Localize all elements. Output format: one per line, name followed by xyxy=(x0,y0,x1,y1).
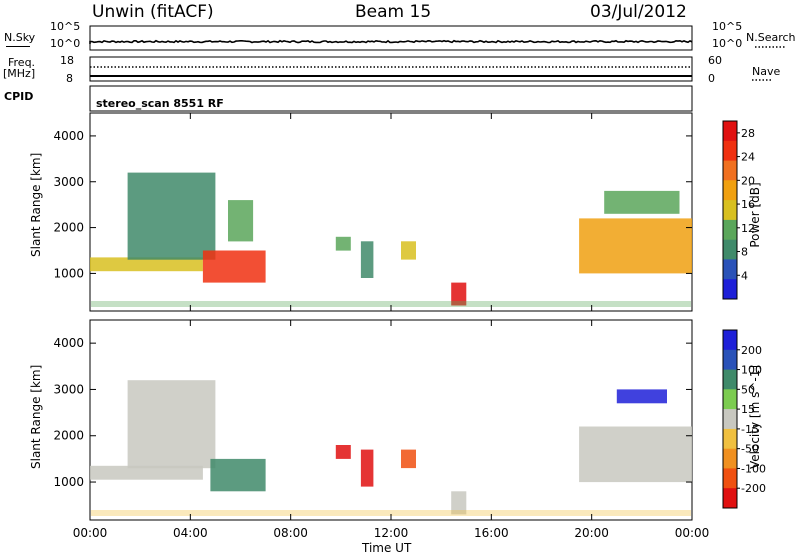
velocity-colorbar-seg-6 xyxy=(723,448,737,469)
noise-right-label: N.Search xyxy=(746,31,796,44)
power-region-0 xyxy=(90,257,203,272)
cpid-label: CPID xyxy=(4,90,34,103)
freq-tick-top-right: 60 xyxy=(708,54,722,67)
power-cbtick-label-6: 28 xyxy=(741,127,755,140)
power-region-9 xyxy=(604,190,680,214)
velocity-colorbar-frame xyxy=(722,329,738,509)
power-ytick-label-3: 4000 xyxy=(53,129,84,143)
velocity-cbtick-label-5: -50 xyxy=(741,443,759,456)
velocity-region-8 xyxy=(616,389,667,404)
time-xlabel: Time UT xyxy=(362,541,412,555)
xtick-label-1: 04:00 xyxy=(173,526,208,540)
freq-tick-top-left: 18 xyxy=(60,54,74,67)
velocity-cbtick-label-0: 200 xyxy=(741,344,762,357)
freq-panel-frame xyxy=(89,56,693,82)
freq-tick-bottom-left: 8 xyxy=(66,72,73,85)
noise-tick-top-right: 10^5 xyxy=(712,20,743,33)
date-title: 03/Jul/2012 xyxy=(590,2,687,22)
velocity-cbtick-label-7: -200 xyxy=(741,482,766,495)
power-region-6 xyxy=(401,241,416,260)
velocity-ytick-label-0: 1000 xyxy=(53,475,84,489)
velocity-region-3 xyxy=(335,445,351,459)
velocity-near-range-band xyxy=(91,510,691,516)
velocity-region-6 xyxy=(451,491,467,515)
xtick-label-4: 16:00 xyxy=(474,526,509,540)
power-cbtick-label-4: 20 xyxy=(741,174,755,187)
velocity-region-2 xyxy=(210,458,266,492)
velocity-colorbar-seg-1 xyxy=(723,349,737,371)
velocity-region-1 xyxy=(127,380,216,469)
power-region-8 xyxy=(579,218,692,274)
velocity-colorbar-seg-3 xyxy=(723,389,737,410)
velocity-colorbar-seg-4 xyxy=(723,409,737,430)
xtick-label-6: 00:00 xyxy=(675,526,710,540)
velocity-colorbar-seg-5 xyxy=(723,428,737,450)
velocity-cbtick-label-3: 15 xyxy=(741,403,755,416)
freq-tick-bottom-right: 0 xyxy=(708,72,715,85)
velocity-colorbar-seg-7 xyxy=(723,468,737,489)
power-colorbar-seg-2 xyxy=(723,160,737,181)
power-cbtick-label-3: 16 xyxy=(741,198,755,211)
power-region-7 xyxy=(451,282,467,306)
cpid-value: stereo_scan 8551 RF xyxy=(96,97,224,110)
freq-left-unit: [MHz] xyxy=(3,67,36,80)
velocity-cbtick-label-4: -15 xyxy=(741,423,759,436)
power-colorbar-seg-7 xyxy=(723,259,737,280)
velocity-region-5 xyxy=(401,449,416,469)
velocity-region-4 xyxy=(360,449,374,487)
power-cbtick-label-1: 8 xyxy=(741,246,748,259)
power-colorbar-seg-0 xyxy=(723,121,737,142)
noise-left-underline xyxy=(6,46,30,47)
station-title: Unwin (fitACF) xyxy=(92,2,214,22)
noise-tick-top-left: 10^5 xyxy=(50,20,81,33)
velocity-ytick-label-1: 2000 xyxy=(53,429,84,443)
freq-left-label: Freq. xyxy=(8,56,36,69)
power-cbtick-label-5: 24 xyxy=(741,151,755,164)
beam-title: Beam 15 xyxy=(355,2,432,22)
noise-tick-bottom-right: 10^0 xyxy=(712,37,743,50)
xtick-label-2: 08:00 xyxy=(273,526,308,540)
velocity-region-0 xyxy=(90,465,203,480)
velocity-cbtick-label-6: -100 xyxy=(741,462,766,475)
xtick-label-3: 12:00 xyxy=(374,526,409,540)
power-region-3 xyxy=(228,200,254,242)
xtick-label-0: 00:00 xyxy=(73,526,108,540)
power-region-4 xyxy=(335,236,351,251)
power-cbtick-label-0: 4 xyxy=(741,269,748,282)
velocity-cbtick-label-2: 50 xyxy=(741,383,755,396)
power-ytick-label-2: 3000 xyxy=(53,175,84,189)
power-colorbar-seg-5 xyxy=(723,219,737,241)
velocity-colorbar-seg-8 xyxy=(723,488,737,509)
power-colorbar-seg-3 xyxy=(723,180,737,201)
velocity-colorbar-seg-0 xyxy=(723,330,737,351)
power-region-1 xyxy=(127,172,216,260)
noise-sky-trace xyxy=(89,39,693,44)
noise-left-label: N.Sky xyxy=(4,31,36,44)
power-ytick-label-0: 1000 xyxy=(53,266,84,280)
power-colorbar-seg-6 xyxy=(723,239,737,260)
power-region-2 xyxy=(202,250,266,283)
velocity-ytick-label-2: 3000 xyxy=(53,382,84,396)
power-near-range-band xyxy=(91,301,691,307)
power-colorbar-seg-8 xyxy=(723,279,737,300)
power-region-5 xyxy=(360,241,374,278)
xtick-label-5: 20:00 xyxy=(574,526,609,540)
power-colorbar-frame xyxy=(722,120,738,300)
velocity-ytick-label-3: 4000 xyxy=(53,336,84,350)
power-cbtick-label-2: 12 xyxy=(741,222,755,235)
velocity-region-7 xyxy=(579,426,692,483)
power-colorbar-seg-1 xyxy=(723,140,737,162)
power-colorbar-seg-4 xyxy=(723,200,737,221)
noise-panel-frame xyxy=(89,25,693,51)
power-ytick-label-1: 2000 xyxy=(53,221,84,235)
velocity-colorbar-seg-2 xyxy=(723,369,737,390)
noise-tick-bottom-left: 10^0 xyxy=(50,37,81,50)
freq-right-label: Nave xyxy=(752,65,781,78)
velocity-cbtick-label-1: 100 xyxy=(741,364,762,377)
cpid-panel-frame xyxy=(89,85,693,112)
